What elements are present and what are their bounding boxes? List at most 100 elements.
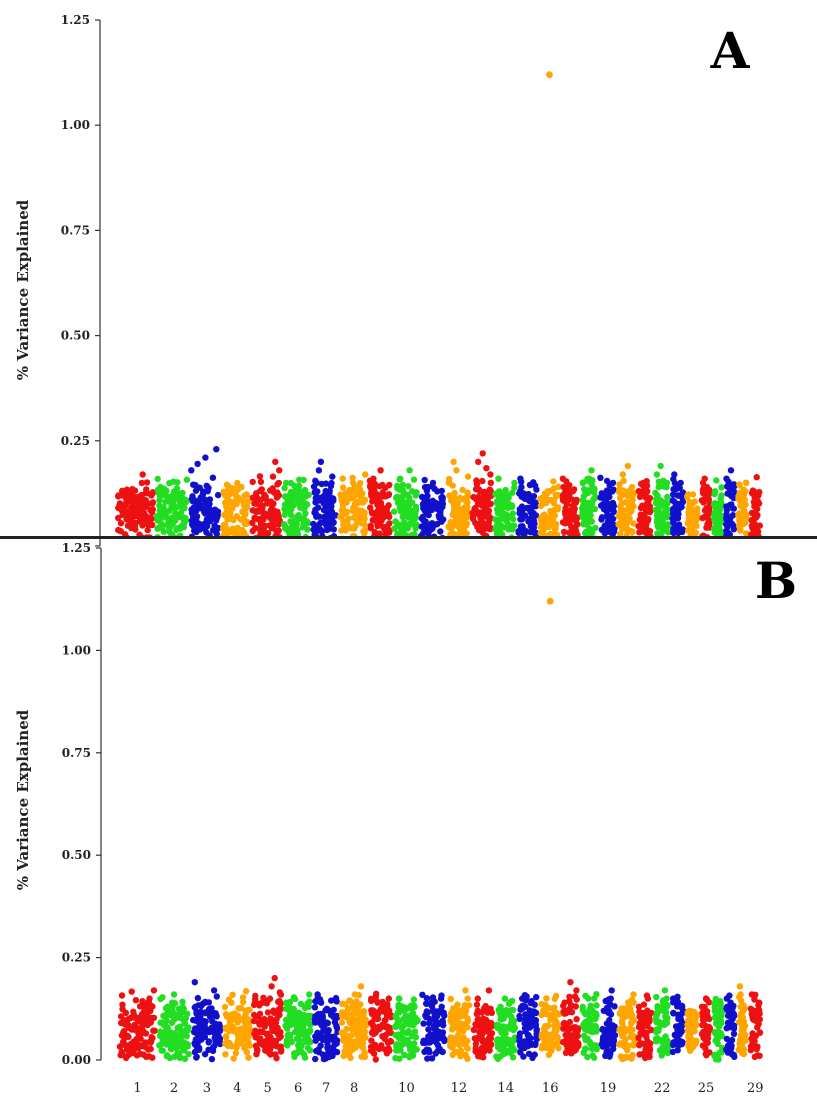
data-point — [532, 541, 538, 547]
data-point — [356, 1032, 364, 1039]
data-point — [494, 1037, 501, 1044]
data-point — [229, 504, 236, 512]
data-point — [283, 999, 290, 1006]
data-point — [474, 1007, 481, 1014]
data-point — [518, 503, 526, 510]
data-point — [552, 992, 560, 1000]
data-point — [169, 1012, 177, 1020]
data-point — [343, 1025, 350, 1033]
data-point — [275, 492, 283, 499]
data-point — [568, 488, 575, 495]
data-point — [197, 1012, 204, 1020]
data-point — [579, 509, 586, 516]
data-point — [138, 1010, 146, 1018]
data-point — [182, 1015, 189, 1022]
data-point — [277, 1048, 285, 1055]
data-point — [699, 514, 706, 522]
data-point — [380, 493, 387, 500]
data-point — [234, 479, 241, 487]
data-point — [276, 467, 283, 474]
data-point — [623, 1011, 630, 1019]
data-point — [742, 530, 750, 536]
data-point — [630, 1017, 638, 1024]
data-point — [637, 504, 645, 512]
data-point — [694, 505, 701, 512]
data-point — [235, 1005, 242, 1012]
data-point — [432, 1026, 440, 1033]
data-point — [205, 501, 212, 508]
data-point — [205, 507, 212, 514]
data-point — [410, 516, 417, 523]
data-point — [428, 525, 435, 533]
data-point — [397, 1047, 404, 1054]
data-point — [438, 1048, 445, 1055]
data-point — [154, 534, 161, 536]
data-point — [392, 1023, 399, 1031]
data-point — [541, 1025, 549, 1032]
data-point — [713, 530, 720, 536]
data-point — [509, 489, 516, 496]
data-point — [566, 482, 573, 489]
data-point — [189, 520, 196, 527]
data-point — [727, 488, 734, 495]
data-point — [718, 484, 725, 491]
data-point — [581, 529, 589, 536]
data-point — [374, 999, 381, 1006]
data-point — [641, 540, 647, 546]
data-point — [322, 487, 329, 495]
data-point — [333, 997, 340, 1004]
data-point — [706, 1015, 713, 1023]
data-point — [525, 1031, 532, 1039]
data-point — [616, 481, 623, 488]
data-point — [408, 531, 415, 536]
data-point — [698, 1003, 706, 1010]
data-point — [749, 1030, 756, 1037]
data-point — [276, 989, 283, 996]
data-point — [521, 531, 528, 536]
data-point — [482, 499, 489, 507]
data-point — [385, 995, 392, 1002]
data-point — [307, 1038, 314, 1046]
data-point — [302, 510, 309, 517]
data-point — [205, 1039, 212, 1046]
data-point — [670, 486, 677, 493]
data-point — [753, 1045, 760, 1053]
data-point — [530, 493, 538, 500]
data-point — [449, 1051, 456, 1059]
data-point — [747, 1005, 754, 1012]
data-point — [417, 533, 425, 536]
data-point — [523, 504, 531, 512]
data-point — [705, 496, 713, 503]
data-point — [582, 992, 589, 999]
data-point — [254, 1047, 261, 1055]
data-point — [398, 1024, 405, 1031]
data-point — [348, 1011, 355, 1019]
data-point — [166, 522, 174, 529]
data-point — [348, 525, 355, 532]
data-point — [240, 529, 248, 536]
data-point — [561, 534, 567, 536]
data-point — [484, 1022, 491, 1029]
data-point — [178, 539, 184, 545]
data-point — [320, 500, 327, 507]
data-point — [222, 1051, 229, 1058]
data-point — [687, 1007, 694, 1014]
data-point — [267, 1042, 275, 1049]
data-point — [234, 541, 240, 547]
data-point — [502, 502, 509, 509]
data-point — [549, 1005, 557, 1012]
data-point — [256, 533, 263, 536]
data-point — [368, 1037, 375, 1044]
data-point — [609, 488, 616, 495]
data-point — [174, 1024, 181, 1032]
data-point — [128, 988, 135, 995]
data-point — [282, 479, 290, 487]
data-point — [715, 1019, 722, 1027]
data-point — [621, 518, 628, 525]
data-point — [660, 524, 668, 531]
data-point — [349, 488, 356, 495]
data-point — [565, 1040, 572, 1048]
data-point — [315, 467, 323, 474]
data-point — [522, 1003, 529, 1010]
data-point — [740, 1046, 748, 1053]
